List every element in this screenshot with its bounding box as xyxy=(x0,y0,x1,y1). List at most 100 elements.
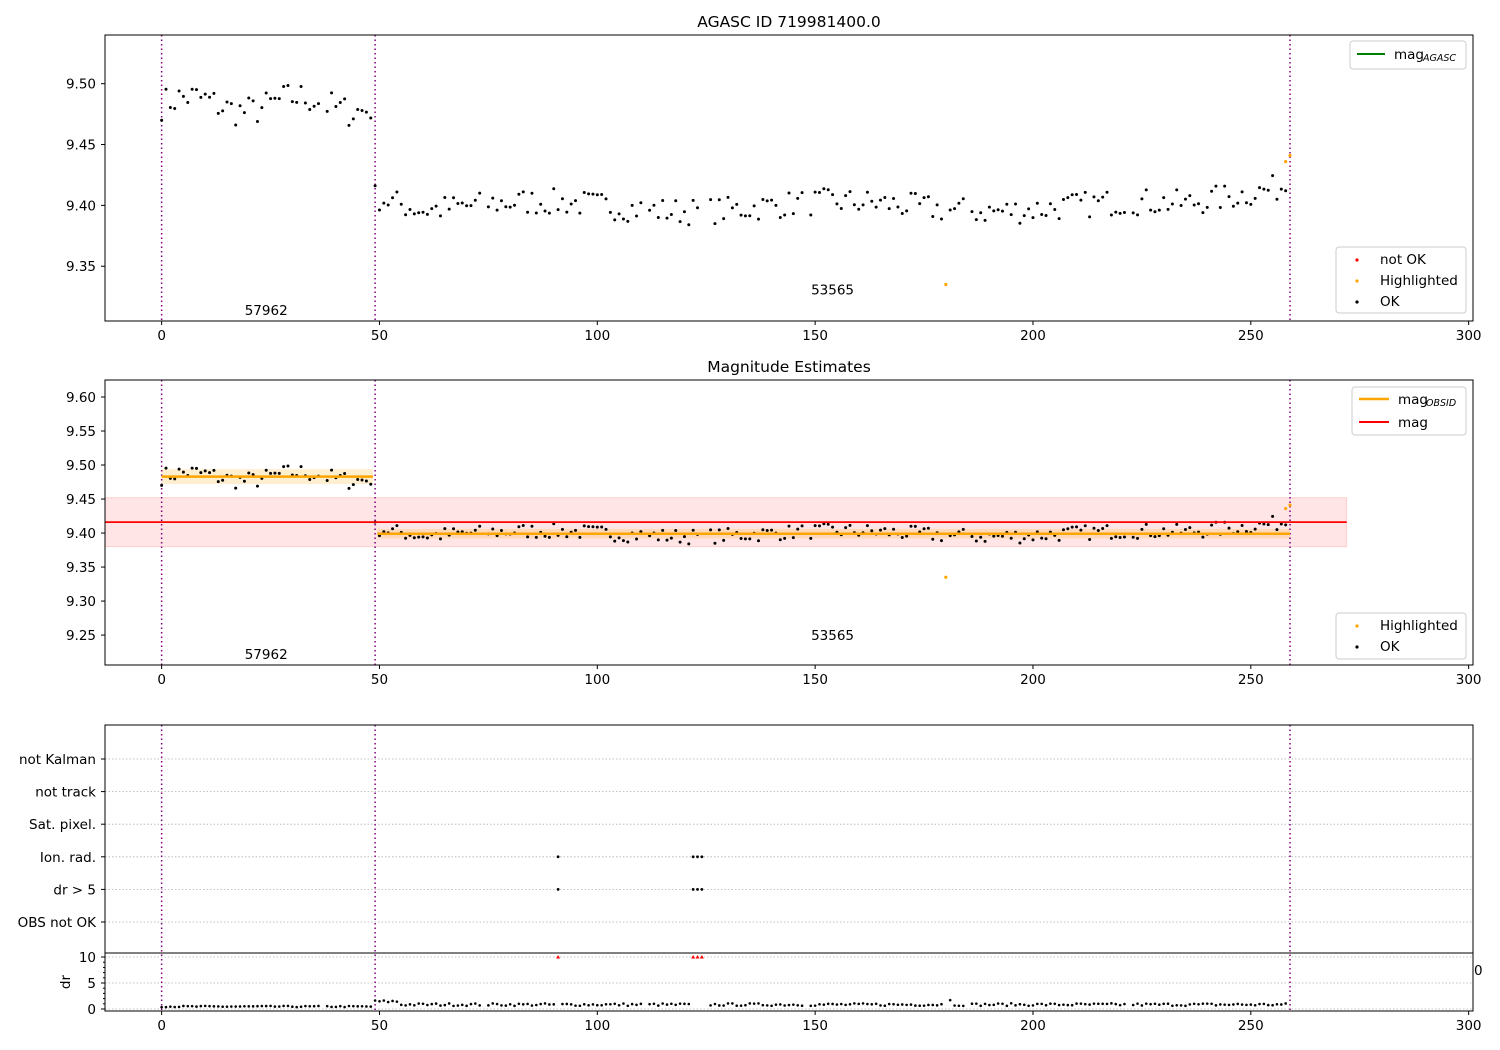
y-tick-label: 9.55 xyxy=(66,424,96,440)
ok-point xyxy=(1044,214,1048,218)
dr-point xyxy=(500,1004,503,1007)
ok-point xyxy=(1070,525,1074,529)
ok-point xyxy=(1153,210,1157,214)
ok-point xyxy=(412,212,416,216)
ok-point xyxy=(286,83,290,87)
ok-point xyxy=(1244,530,1248,534)
ok-point xyxy=(905,209,909,213)
ok-point xyxy=(168,106,172,110)
y-tick-label: 9.25 xyxy=(66,628,96,644)
ok-point xyxy=(1122,535,1126,539)
dr-point xyxy=(1266,1003,1270,1007)
ok-point xyxy=(1253,196,1257,200)
ok-point xyxy=(826,522,830,526)
dr-point xyxy=(312,1004,316,1008)
flag-category-label: dr > 5 xyxy=(53,882,96,898)
ok-point xyxy=(961,527,965,531)
ok-point xyxy=(395,524,399,528)
ok-point xyxy=(303,101,307,105)
dr-point xyxy=(1275,1002,1279,1006)
dr-point xyxy=(474,1002,477,1005)
ok-point xyxy=(308,477,312,481)
ok-point xyxy=(1105,524,1109,528)
dr-point xyxy=(1092,1002,1096,1005)
ok-point xyxy=(617,212,621,216)
dr-point xyxy=(905,1003,908,1007)
ok-point xyxy=(1014,202,1018,206)
dr-point xyxy=(295,1005,298,1009)
ok-point xyxy=(1118,536,1122,540)
ok-point xyxy=(743,537,747,541)
y-tick-label: 9.60 xyxy=(66,390,96,406)
ok-point xyxy=(1157,208,1161,212)
ok-point xyxy=(1066,527,1070,531)
ok-point xyxy=(242,111,246,115)
ok-point xyxy=(892,527,896,531)
legend-swatch xyxy=(1355,645,1359,649)
ok-point xyxy=(1210,189,1214,193)
ok-point xyxy=(996,208,1000,212)
dr-point xyxy=(1153,1002,1157,1006)
dr-point xyxy=(661,1002,664,1005)
dr-point xyxy=(600,1004,603,1007)
y-tick-label: 9.35 xyxy=(66,259,96,275)
ok-point xyxy=(722,217,726,221)
ok-point xyxy=(939,217,943,221)
y-axis: 9.25 9.30 9.35 9.40 9.45 9.50 9.55 9.60 xyxy=(66,390,105,644)
dr-point xyxy=(935,1004,939,1007)
dr-point xyxy=(822,1003,826,1006)
ok-point xyxy=(391,527,395,531)
ok-point xyxy=(630,203,634,207)
dr-point xyxy=(953,1004,956,1007)
dr-point xyxy=(504,1004,508,1007)
ok-point xyxy=(408,207,412,211)
ok-point xyxy=(308,108,312,112)
dr-point xyxy=(739,1004,743,1007)
dr-point xyxy=(360,1004,364,1008)
ok-point xyxy=(661,528,665,532)
ok-point xyxy=(1000,209,1004,213)
ok-point xyxy=(870,199,874,203)
ok-point xyxy=(273,471,277,475)
dr-point xyxy=(587,1003,590,1007)
ok-point xyxy=(713,541,717,545)
highlighted-point xyxy=(944,575,948,579)
ok-point xyxy=(687,542,691,546)
ok-point xyxy=(852,203,856,207)
highlighted-point xyxy=(944,282,948,287)
ok-point xyxy=(717,528,721,532)
dr-point xyxy=(574,1004,577,1007)
ok-point xyxy=(264,468,268,472)
dr-point xyxy=(626,1004,630,1008)
ok-point xyxy=(1183,197,1187,201)
dr-point xyxy=(748,1002,752,1005)
dr-point xyxy=(853,1002,856,1005)
flag-point xyxy=(691,855,695,859)
ok-point xyxy=(883,195,887,199)
ok-point xyxy=(221,109,225,113)
ok-point xyxy=(199,95,203,99)
ok-point xyxy=(796,527,800,531)
dr-point xyxy=(1284,1002,1287,1005)
ok-point xyxy=(848,190,852,194)
ok-point xyxy=(1035,201,1039,205)
ok-point xyxy=(473,198,477,202)
dr-point xyxy=(190,1004,194,1008)
ok-point xyxy=(565,210,569,214)
ok-point xyxy=(452,196,456,200)
ok-point xyxy=(800,524,804,528)
ok-point xyxy=(1101,195,1105,199)
ok-point xyxy=(809,213,813,217)
ok-point xyxy=(1227,195,1231,199)
dr-point xyxy=(914,1004,917,1007)
ok-point xyxy=(526,210,530,214)
dr-point xyxy=(317,1004,320,1008)
ok-point xyxy=(1057,538,1061,542)
ok-point xyxy=(1201,211,1205,215)
dr-point xyxy=(1271,1003,1274,1007)
ok-point xyxy=(1249,202,1253,206)
dr-point xyxy=(491,1002,495,1005)
dr-point xyxy=(1210,1002,1213,1006)
ok-point xyxy=(1118,211,1122,215)
dr-point xyxy=(1144,1002,1148,1005)
